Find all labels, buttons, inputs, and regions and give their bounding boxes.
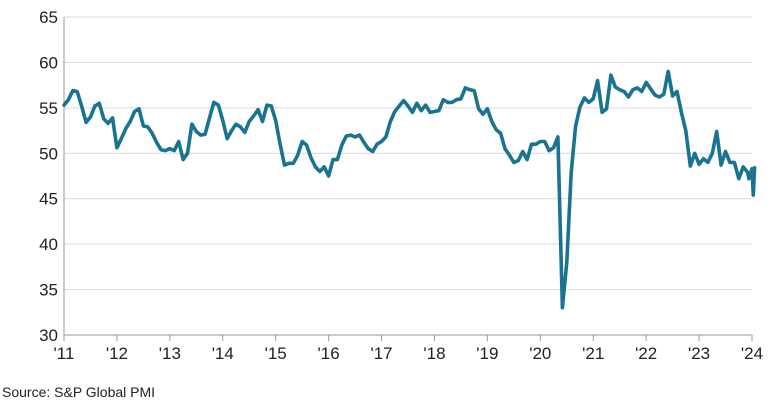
y-tick-label: 30	[39, 326, 58, 345]
x-tick-label: '17	[370, 344, 392, 363]
x-tick-label: '19	[476, 344, 498, 363]
source-note: Source: S&P Global PMI	[2, 384, 156, 400]
x-tick-label: '24	[741, 344, 763, 363]
x-tick-label: '11	[54, 344, 75, 363]
y-axis: 30 35 40 45 50 55 60 65	[39, 8, 65, 345]
x-tick-label: '23	[688, 344, 710, 363]
y-tick-label: 55	[39, 99, 58, 118]
x-tick-label: '12	[106, 344, 128, 363]
y-tick-label: 50	[39, 144, 58, 163]
y-tick-label: 35	[39, 281, 58, 300]
x-axis: '11 '12 '13 '14 '15 '16 '17 '18 '19 '20 '21 '22 '23 '…	[54, 335, 763, 363]
gridlines	[64, 16, 752, 336]
y-tick-label: 40	[39, 235, 58, 254]
series-line	[62, 69, 757, 310]
x-tick-label: '20	[529, 344, 551, 363]
x-tick-label: '13	[159, 344, 181, 363]
x-tick-label: '14	[212, 344, 234, 363]
x-tick-label: '22	[635, 344, 657, 363]
y-tick-label: 45	[39, 190, 58, 209]
y-tick-label: 60	[39, 53, 58, 72]
x-tick-label: '18	[423, 344, 445, 363]
x-tick-label: '16	[318, 344, 340, 363]
y-tick-label: 65	[39, 8, 58, 27]
x-tick-label: '21	[582, 344, 604, 363]
x-tick-label: '15	[265, 344, 287, 363]
series-group	[62, 69, 757, 310]
